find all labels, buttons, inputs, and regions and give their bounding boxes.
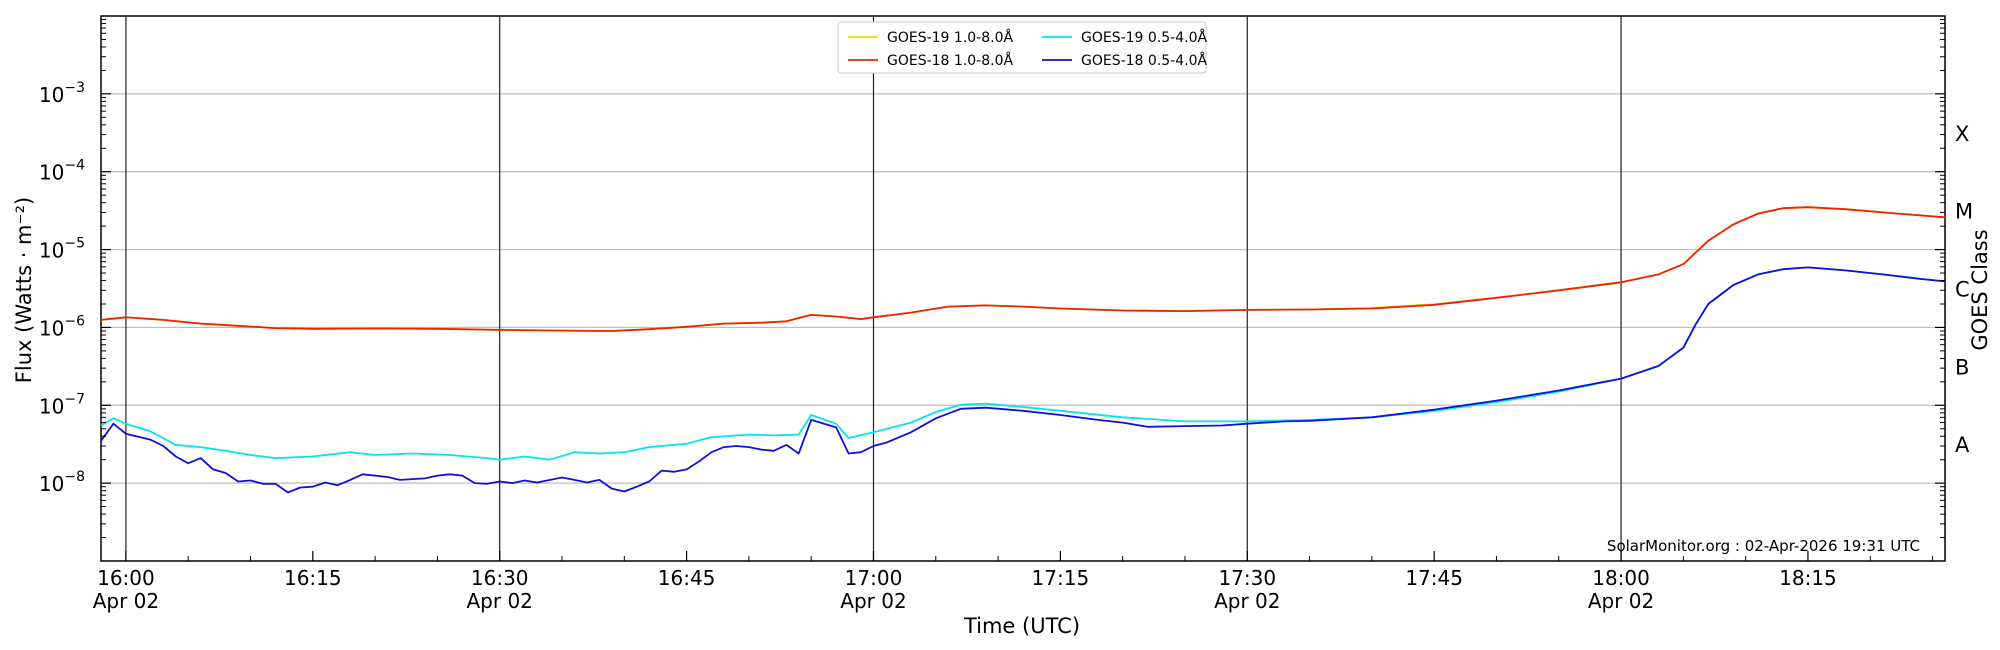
series-line-2 <box>100 266 1946 461</box>
series-line-3 <box>100 266 1946 494</box>
x-tick-date-label: Apr 02 <box>466 589 532 613</box>
goes-class-label-b: B <box>1955 355 1969 379</box>
legend-label: GOES-18 0.5-4.0Å <box>1081 52 1207 69</box>
y-tick-label: 10−3 <box>39 80 85 107</box>
y-tick-label: 10−7 <box>39 391 85 418</box>
goes-class-label-x: X <box>1955 122 1969 146</box>
x-tick-label: 16:00 <box>97 566 155 590</box>
x-tick-label: 16:30 <box>471 566 529 590</box>
series-line-1 <box>100 206 1946 332</box>
y-tick-label: 10−5 <box>39 236 85 263</box>
y-tick-label: 10−8 <box>39 469 85 496</box>
credit-text: SolarMonitor.org : 02-Apr-2026 19:31 UTC <box>1607 537 1920 555</box>
goes-class-title: GOES Class <box>1968 229 1992 350</box>
x-tick-date-label: Apr 02 <box>1588 589 1654 613</box>
x-axis-title: Time (UTC) <box>963 614 1080 638</box>
x-tick-label: 16:15 <box>284 566 342 590</box>
x-tick-label: 18:00 <box>1592 566 1650 590</box>
series-lines <box>100 206 1946 494</box>
x-tick-label: 17:30 <box>1218 566 1276 590</box>
x-tick-date-label: Apr 02 <box>1214 589 1280 613</box>
x-tick-label: 17:45 <box>1405 566 1463 590</box>
x-tick-date-label: Apr 02 <box>840 589 906 613</box>
plot-frame <box>100 15 1946 562</box>
series-line-0 <box>100 206 1946 332</box>
goes-class-label-a: A <box>1955 433 1970 457</box>
x-tick-label: 17:15 <box>1032 566 1090 590</box>
x-tick-label: 17:00 <box>845 566 903 590</box>
legend-label: GOES-18 1.0-8.0Å <box>887 52 1013 69</box>
legend: GOES-19 1.0-8.0Å GOES-19 0.5-4.0Å GOES-18 … <box>837 21 1207 74</box>
grid-lines <box>101 16 1945 561</box>
x-tick-label: 18:15 <box>1779 566 1837 590</box>
legend-box <box>837 21 1207 74</box>
x-tick-label: 16:45 <box>658 566 716 590</box>
goes-class-label-m: M <box>1955 200 1973 224</box>
x-tick-date-label: Apr 02 <box>93 589 159 613</box>
legend-label: GOES-19 1.0-8.0Å <box>887 29 1013 46</box>
goes-class-label-c: C <box>1955 278 1970 302</box>
y-axis-title: Flux (Watts · m⁻²) <box>12 197 36 383</box>
y-tick-label: 10−4 <box>39 158 85 185</box>
legend-label: GOES-19 0.5-4.0Å <box>1081 29 1207 46</box>
y-tick-label: 10−6 <box>39 313 85 340</box>
